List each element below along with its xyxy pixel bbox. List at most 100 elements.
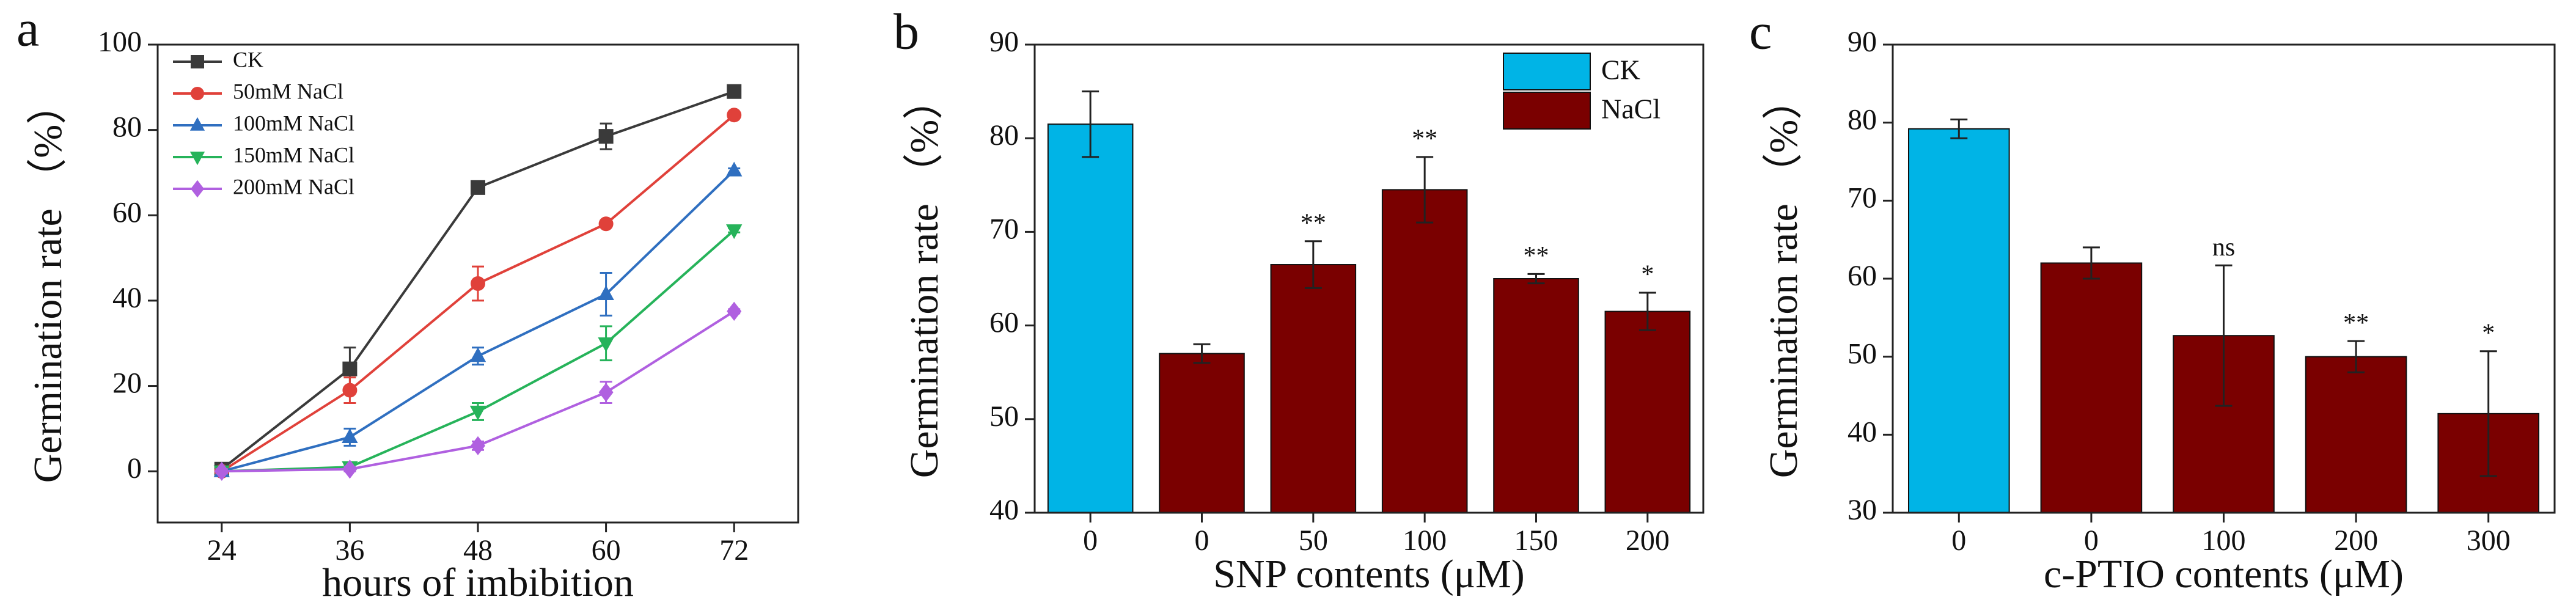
- error-bar-line: [1304, 240, 1322, 289]
- y-tick-label: 60: [1848, 260, 1877, 292]
- x-tick-label: 100: [1403, 524, 1447, 557]
- x-tick-label: 150: [1514, 524, 1558, 557]
- bar: [1907, 128, 2010, 513]
- point: [471, 180, 485, 195]
- legend-label: 150mM NaCl: [233, 142, 354, 167]
- x-tick-label: 200: [2334, 524, 2378, 557]
- error-bar-line: [1416, 156, 1434, 224]
- significance-label: *: [1641, 261, 1654, 289]
- point: [342, 383, 358, 398]
- legend-label: 100mM NaCl: [233, 111, 354, 135]
- error-bar: [2082, 246, 2100, 280]
- legend-label: NaCl: [1601, 94, 1660, 125]
- y-tick-label: 80: [112, 111, 142, 144]
- significance-label: **: [1301, 209, 1326, 237]
- legend-marker: [191, 180, 204, 198]
- error-bar-line: [1950, 119, 1968, 139]
- panel-letter: a: [17, 0, 39, 57]
- error-bar-line: [1193, 343, 1211, 364]
- x-tick-label: 0: [1195, 524, 1209, 557]
- y-tick-label: 0: [127, 452, 142, 485]
- point: [469, 347, 486, 362]
- bar: [1493, 278, 1579, 513]
- plot-frame: [1033, 43, 1704, 514]
- panel-letter: b: [894, 3, 919, 60]
- plot-frame: [156, 43, 799, 524]
- point: [598, 337, 614, 353]
- y-axis-label: Germination rate （%）: [26, 84, 70, 483]
- legend-marker: [191, 55, 204, 68]
- point: [726, 161, 743, 177]
- legend-swatch: [1503, 92, 1591, 130]
- error-bar: [2479, 350, 2497, 477]
- error-bar-line: [1638, 292, 1656, 331]
- x-tick-label: 100: [2202, 524, 2246, 557]
- point: [727, 108, 742, 123]
- legend-marker: [189, 117, 205, 131]
- y-tick-label: 60: [989, 307, 1019, 339]
- point: [471, 436, 485, 455]
- point: [726, 224, 743, 240]
- y-tick-label: 100: [98, 26, 142, 58]
- legend-marker: [189, 152, 205, 166]
- panel-letter: c: [1749, 3, 1772, 60]
- error-bar: [1638, 292, 1656, 331]
- legend-swatch: [1503, 53, 1591, 90]
- bar: [2305, 356, 2407, 514]
- point: [342, 428, 358, 443]
- y-tick-label: 80: [989, 119, 1019, 152]
- bar: [2040, 262, 2143, 513]
- error-bar: [1193, 343, 1211, 364]
- y-tick-label: 60: [112, 196, 142, 229]
- error-bar: [2347, 340, 2365, 373]
- error-bar: [1950, 119, 1968, 139]
- error-bar: [1527, 273, 1545, 285]
- y-tick-label: 70: [989, 213, 1019, 245]
- point: [727, 84, 742, 99]
- point: [598, 216, 614, 232]
- legend-label: 200mM NaCl: [233, 174, 354, 199]
- series-line: [221, 169, 735, 473]
- x-tick-label: 36: [335, 534, 364, 566]
- error-bar-line: [1082, 90, 1099, 158]
- x-tick-label: 60: [592, 534, 621, 566]
- x-tick-label: 48: [463, 534, 493, 566]
- error-bar: [1082, 90, 1099, 158]
- bar: [1047, 123, 1134, 514]
- significance-label: *: [2482, 319, 2495, 347]
- x-axis-label: SNP contents (μM): [1213, 552, 1525, 596]
- y-tick-label: 90: [1848, 26, 1877, 58]
- legend-label: CK: [233, 47, 263, 72]
- error-bar: [1416, 156, 1434, 224]
- y-tick-label: 20: [112, 367, 142, 400]
- x-axis-label: c-PTIO contents (μM): [2044, 552, 2404, 596]
- significance-label: ns: [2212, 233, 2235, 262]
- point: [598, 129, 614, 144]
- y-tick-label: 50: [1848, 338, 1877, 370]
- legend-marker: [191, 87, 204, 100]
- point: [598, 383, 614, 402]
- significance-label: **: [1524, 242, 1549, 270]
- y-tick-label: 70: [1848, 182, 1877, 214]
- legend-label: 50mM NaCl: [233, 79, 343, 103]
- bar: [1159, 353, 1245, 513]
- point: [727, 301, 742, 321]
- point: [469, 405, 486, 420]
- point: [598, 285, 614, 301]
- significance-label: **: [2343, 309, 2369, 337]
- bar: [1270, 264, 1357, 513]
- y-tick-label: 50: [989, 400, 1019, 433]
- x-tick-label: 200: [1626, 524, 1670, 557]
- point: [471, 276, 485, 291]
- x-tick-label: 300: [2467, 524, 2511, 557]
- y-axis-label: Germination rate （%）: [1761, 79, 1806, 478]
- y-tick-label: 90: [989, 26, 1019, 58]
- x-tick-label: 0: [1951, 524, 1966, 557]
- y-axis-label: Germination rate （%）: [902, 79, 947, 478]
- x-tick-label: 50: [1299, 524, 1328, 557]
- error-bar-line: [2215, 264, 2233, 407]
- y-tick-label: 30: [1848, 494, 1877, 526]
- error-bar-line: [2479, 350, 2497, 477]
